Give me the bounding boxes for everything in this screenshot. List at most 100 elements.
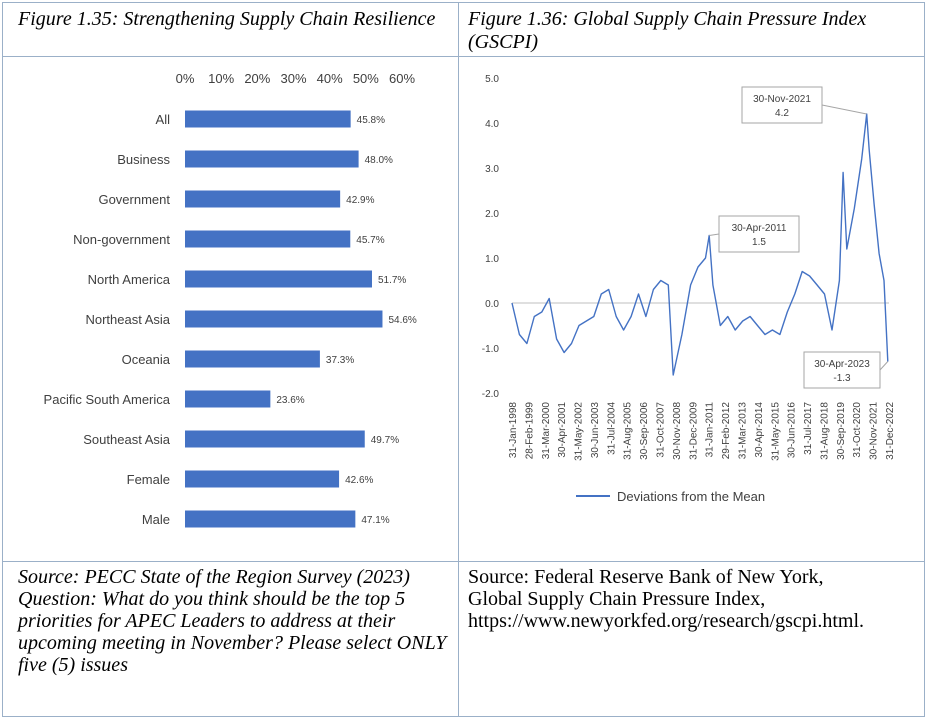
left-source-text: Source: PECC State of the Region Survey …: [18, 566, 410, 588]
y-tick-label: 1.0: [485, 254, 499, 265]
bar: [185, 310, 383, 328]
data-label: 54.6%: [388, 315, 416, 326]
category-label: North America: [88, 272, 171, 287]
bar: [185, 510, 356, 528]
category-label: Oceania: [122, 352, 171, 367]
callout: 30-Nov-2021 4.2: [741, 86, 867, 124]
data-label: 42.9%: [346, 195, 374, 206]
callout-value: -1.3: [833, 373, 851, 384]
data-label: 51.7%: [378, 275, 406, 286]
x-tick-label: 20%: [244, 71, 270, 86]
data-label: 45.7%: [356, 235, 384, 246]
x-tick-label: 31-Dec-2022: [885, 402, 896, 460]
bar: [185, 470, 340, 488]
data-label: 47.1%: [361, 515, 389, 526]
right-source-line: Source: Federal Reserve Bank of New York…: [468, 566, 824, 588]
y-tick-label: -1.0: [482, 344, 500, 355]
gscpi-series-line: [511, 113, 889, 376]
figure-1-35-title: Figure 1.35: Strengthening Supply Chain …: [18, 8, 436, 30]
callout: 30-Apr-2011 1.5: [709, 215, 800, 253]
x-tick-label: 31-Mar-2000: [541, 402, 552, 460]
category-label: Business: [117, 152, 170, 167]
x-tick-label: 30-Sep-2006: [639, 402, 650, 460]
callout-value: 4.2: [775, 108, 789, 119]
x-tick-label: 31-Aug-2005: [623, 402, 634, 460]
gscpi-line-chart: -2.0 -1.0 0.0 1.0 2.0 3.0 4.0 5.0 31-Jan-1998 28-…: [482, 74, 896, 504]
data-label: 37.3%: [326, 355, 354, 366]
legend-label: Deviations from the Mean: [617, 489, 765, 504]
callout-box: [803, 351, 881, 389]
data-label: 23.6%: [276, 395, 304, 406]
y-tick-label: -2.0: [482, 389, 500, 400]
category-label: Northeast Asia: [85, 312, 170, 327]
bar: [185, 110, 351, 128]
bar: [185, 270, 372, 288]
x-tick-label: 28-Feb-1999: [524, 402, 535, 460]
x-tick-label: 30-Sep-2019: [836, 402, 847, 460]
x-tick-label: 30-Jun-2003: [590, 402, 601, 459]
data-label: 42.6%: [345, 475, 373, 486]
bar: [185, 430, 365, 448]
bar: [185, 190, 341, 208]
y-tick-label: 2.0: [485, 209, 499, 220]
x-tick-label: 29-Feb-2012: [721, 402, 732, 460]
left-question-text: Question: What do you think should be th…: [18, 588, 447, 676]
category-label: Government: [98, 192, 170, 207]
bar: [185, 150, 359, 168]
x-tick-label: 60%: [389, 71, 415, 86]
x-tick-label: 31-Jul-2017: [803, 402, 814, 455]
x-tick-label: 31-Jul-2004: [606, 402, 617, 455]
data-label: 49.7%: [371, 435, 399, 446]
figure-1-36-title: Figure 1.36: Global Supply Chain Pressur…: [468, 8, 867, 53]
callout-leader: [879, 361, 889, 371]
right-source: Source: Federal Reserve Bank of New York…: [468, 566, 920, 632]
bar: [185, 350, 320, 368]
supply-chain-resilience-bar-chart: 0% 10% 20% 30% 40% 50% 60% All 45.8% Business 48.0…: [44, 71, 417, 528]
callout-date: 30-Nov-2021: [753, 94, 811, 105]
data-label: 48.0%: [365, 155, 393, 166]
x-tick-label: 31-Oct-2007: [656, 402, 667, 458]
category-label: Female: [127, 472, 170, 487]
y-tick-label: 0.0: [485, 299, 499, 310]
source-row-divider: [2, 561, 925, 562]
bar: [185, 230, 351, 248]
x-tick-label: 31-Dec-2009: [688, 402, 699, 460]
category-label: Southeast Asia: [83, 432, 170, 447]
category-label: Male: [142, 512, 170, 527]
x-tick-label: 31-Mar-2013: [737, 402, 748, 460]
x-tick-label: 31-May-2002: [574, 402, 585, 461]
category-label: Non-government: [73, 232, 170, 247]
x-tick-label: 30-Jun-2016: [787, 402, 798, 459]
x-tick-label: 50%: [353, 71, 379, 86]
x-tick-label: 0%: [176, 71, 195, 86]
x-tick-label: 31-Oct-2020: [852, 402, 863, 458]
x-tick-label: 30-Nov-2008: [672, 402, 683, 460]
x-tick-label: 30%: [280, 71, 306, 86]
y-tick-label: 3.0: [485, 164, 499, 175]
callout-value: 1.5: [752, 237, 766, 248]
callout-date: 30-Apr-2011: [732, 223, 787, 234]
x-tick-label: 30-Apr-2001: [557, 402, 568, 458]
x-tick-label: 40%: [317, 71, 343, 86]
x-tick-label: 10%: [208, 71, 234, 86]
x-tick-label: 31-May-2015: [770, 402, 781, 461]
callout-box: [741, 86, 823, 124]
callout-leader: [709, 233, 720, 236]
callout-leader: [821, 104, 867, 115]
x-tick-label: 31-Jan-2011: [705, 402, 716, 458]
y-tick-label: 4.0: [485, 119, 499, 130]
x-tick-label: 31-Aug-2018: [819, 402, 830, 460]
right-source-line: Global Supply Chain Pressure Index,: [468, 588, 766, 610]
category-label: All: [156, 112, 171, 127]
left-source: Source: PECC State of the Region Survey …: [18, 566, 448, 676]
callout-date: 30-Apr-2023: [814, 359, 870, 370]
column-divider: [458, 2, 459, 717]
bar: [185, 390, 271, 408]
right-source-line: https://www.newyorkfed.org/research/gscp…: [468, 610, 865, 632]
category-label: Pacific South America: [44, 392, 171, 407]
data-label: 45.8%: [357, 115, 385, 126]
x-tick-label: 31-Jan-1998: [508, 402, 519, 459]
y-tick-label: 5.0: [485, 74, 499, 85]
callout: 30-Apr-2023 -1.3: [803, 351, 889, 389]
